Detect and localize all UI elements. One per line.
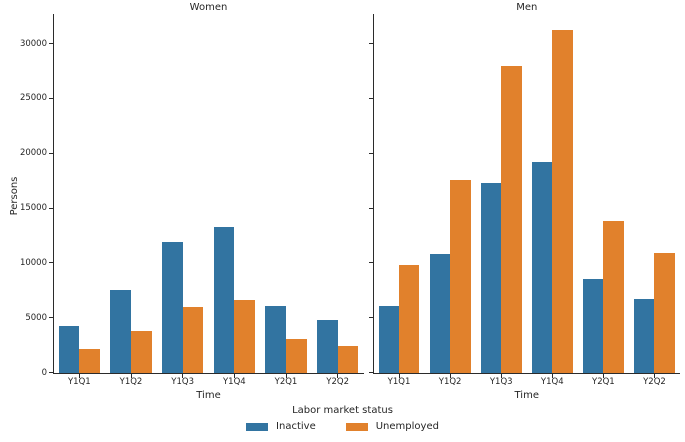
x-tick-mark [78,373,80,378]
x-tick-label: Y1Q4 [222,377,246,387]
x-tick-mark [602,373,604,378]
y-tick-mark [48,152,53,154]
bar-women-y1q4-inactive [213,226,235,373]
x-tick-mark [285,373,287,378]
bar-women-y1q1-unemployed [79,349,100,373]
bar-men-y1q1-unemployed [399,265,420,373]
bar-women-y2q2-inactive [317,319,338,373]
y-tick-mark [48,262,53,264]
x-tick-label: Y1Q1 [387,377,411,387]
bar-women-y1q4-unemployed [234,299,255,373]
x-tick-label: Y2Q2 [326,377,349,387]
x-tick-label: Y1Q2 [119,377,143,387]
y-tick-label: 15000 [19,203,47,214]
bar-men-y1q2-inactive [429,254,451,373]
x-axis-label-women: Time [196,390,221,401]
x-tick-mark [653,373,655,378]
x-tick-label: Y1Q3 [171,377,194,387]
bar-men-y2q2-unemployed [654,253,675,373]
legend-label-unemployed: Unemployed [375,421,439,432]
y-tick-mark [368,262,373,264]
y-tick-mark [368,43,373,45]
bar-women-y2q1-unemployed [286,339,307,373]
x-tick-label: Y1Q1 [67,377,91,387]
bar-women-y1q2-unemployed [131,331,152,373]
y-tick-mark [368,207,373,209]
x-tick-mark [551,373,553,378]
bar-women-y1q3-unemployed [182,307,204,373]
plot-area-men [374,14,681,373]
bar-men-y2q1-inactive [582,279,604,373]
y-axis-spine [52,14,54,374]
bar-men-y1q4-inactive [531,162,553,373]
y-tick-label: 25000 [19,93,47,104]
y-tick-label: 5000 [25,312,47,323]
bar-women-y2q1-inactive [265,305,286,373]
bar-men-y2q2-inactive [634,299,655,373]
y-tick-mark [48,317,53,319]
x-tick-label: Y2Q2 [643,377,666,387]
bar-men-y1q2-unemployed [450,179,471,373]
legend-label-inactive: Inactive [276,421,316,432]
x-axis-spine [52,372,364,374]
x-tick-mark [337,373,339,378]
bar-men-y2q1-unemployed [603,221,624,373]
y-tick-mark [48,43,53,45]
y-tick-label: 0 [41,367,47,378]
legend-swatch-inactive [246,423,269,431]
legend-entry-unemployed: Unemployed [345,421,439,433]
y-tick-label: 30000 [19,38,47,49]
x-tick-label: Y2Q1 [592,377,615,387]
y-tick-label: 20000 [19,148,47,159]
panel-title-women: Women [189,2,228,13]
plot-area-women [54,14,364,373]
x-tick-mark [130,373,132,378]
x-tick-mark [398,373,400,378]
y-tick-mark [48,372,53,373]
x-tick-label: Y2Q1 [274,377,298,387]
legend: Labor market status Inactive Unemployed [0,404,685,433]
y-tick-mark [368,317,373,319]
y-axis-spine [372,14,374,374]
bar-women-y2q2-unemployed [337,346,359,373]
panel-title-men: Men [516,2,538,13]
x-tick-mark [500,373,502,378]
bar-men-y1q1-inactive [378,305,400,373]
x-tick-mark [182,373,184,378]
y-tick-mark [48,97,53,99]
x-axis-spine [372,372,680,374]
x-axis-label-men: Time [514,390,539,401]
bar-women-y1q2-inactive [110,290,131,373]
legend-swatch-unemployed [345,423,368,431]
x-tick-label: Y1Q3 [489,377,513,387]
legend-title: Labor market status [292,405,393,416]
y-tick-mark [368,152,373,154]
y-tick-label: 10000 [19,257,47,268]
x-tick-mark [233,373,235,378]
y-tick-mark [48,207,53,209]
legend-entry-inactive: Inactive [246,421,316,433]
legend-entries: Inactive Unemployed [246,421,439,433]
y-tick-mark [368,372,373,373]
bar-women-y1q1-inactive [58,326,80,373]
x-tick-mark [449,373,451,378]
bar-men-y1q3-inactive [480,182,502,373]
bar-men-y1q4-unemployed [552,30,573,373]
bar-women-y1q3-inactive [162,242,183,373]
y-tick-mark [368,97,373,99]
x-tick-label: Y1Q2 [438,377,462,387]
bar-men-y1q3-unemployed [501,65,522,373]
x-tick-label: Y1Q4 [540,377,564,387]
